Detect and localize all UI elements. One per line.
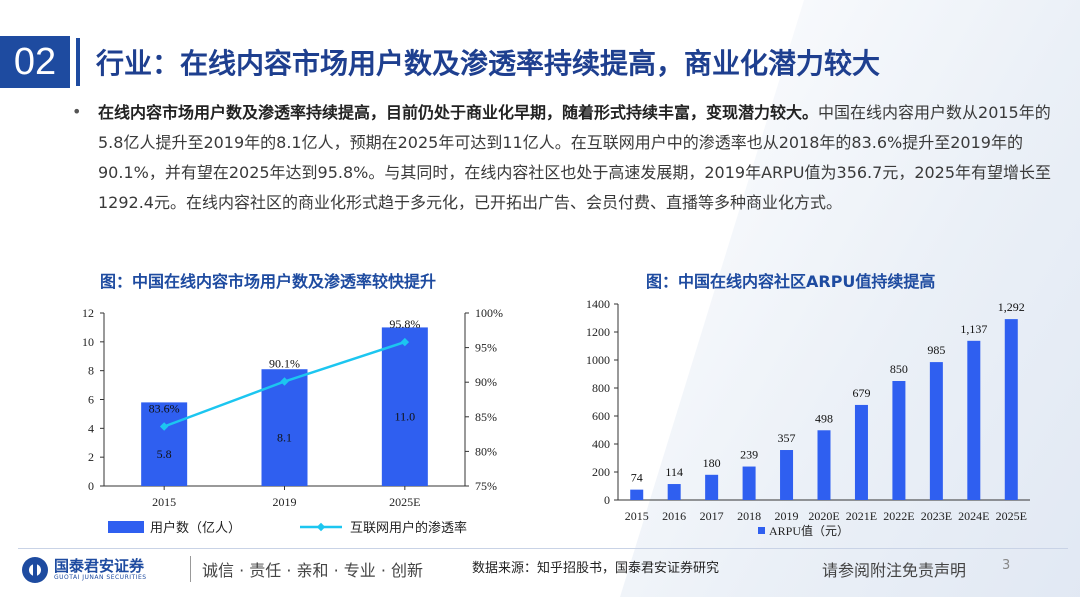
chart1-line-label: 83.6% — [149, 401, 180, 415]
chart2-y-tick-label: 400 — [592, 437, 610, 451]
summary-bullet: • 在线内容市场用户数及渗透率持续提高，目前仍处于商业化早期，随着形式持续丰富，… — [72, 98, 1052, 218]
chart1-legend-line-label: 互联网用户的渗透率 — [350, 520, 467, 535]
chart1-line-label: 90.1% — [269, 357, 300, 371]
chart2-bar — [705, 474, 719, 500]
page-title: 行业：在线内容市场用户数及渗透率持续提高，商业化潜力较大 — [96, 47, 881, 80]
logo-mark-icon — [22, 557, 48, 583]
chart2-y-tick-label: 0 — [604, 493, 610, 507]
chart1-line-label: 95.8% — [389, 317, 420, 331]
chart2-bar-label: 180 — [703, 456, 721, 470]
chart2-x-tick-label: 2024E — [958, 509, 989, 523]
bullet-dot-icon: • — [72, 102, 82, 121]
chart2-x-tick-label: 2022E — [883, 509, 914, 523]
chart1-legend-line-marker — [316, 522, 326, 532]
chart2-bar — [780, 450, 794, 500]
chart1-bar — [261, 369, 308, 486]
bullet-text: 在线内容市场用户数及渗透率持续提高，目前仍处于商业化早期，随着形式持续丰富，变现… — [98, 98, 1052, 218]
chart1-y2-tick-label: 100% — [475, 306, 503, 320]
chart2-bar-label: 985 — [927, 343, 945, 357]
chart2-legend-label: ARPU值（元） — [769, 523, 849, 538]
chart2-x-tick-label: 2025E — [996, 509, 1027, 523]
section-number: 02 — [0, 36, 70, 88]
chart2-bar-label: 74 — [631, 471, 643, 485]
chart1-y2-tick-label: 80% — [475, 444, 497, 458]
chart1-y-tick-label: 8 — [88, 364, 94, 378]
chart1-x-tick-label: 2015 — [152, 495, 176, 509]
chart2-bar — [892, 381, 906, 500]
disclaimer-note: 请参阅附注免责声明 — [822, 561, 967, 580]
chart1-y2-tick-label: 90% — [475, 375, 497, 389]
chart1-legend-bar-label: 用户数（亿人） — [150, 520, 241, 535]
company-slogan: 诚信 · 责任 · 亲和 · 专业 · 创新 — [202, 561, 424, 580]
chart2-bar — [667, 484, 681, 500]
chart1-line-marker — [400, 337, 410, 347]
chart1-y-tick-label: 0 — [88, 479, 94, 493]
chart2-y-tick-label: 600 — [592, 409, 610, 423]
chart1-bar-label: 8.1 — [277, 431, 292, 445]
chart2-y-tick-label: 1200 — [586, 325, 610, 339]
chart2-bar — [817, 430, 831, 500]
arpu-chart: 0 200 400 600 800 1000 1200 1400 74 2015 114 2016 18… — [586, 297, 1030, 538]
chart2-x-tick-label: 2015 — [625, 509, 649, 523]
chart2-bar-label: 1,292 — [998, 300, 1025, 314]
header-divider — [76, 38, 80, 86]
bullet-bold-lead: 在线内容市场用户数及渗透率持续提高，目前仍处于商业化早期，随着形式持续丰富，变现… — [98, 103, 819, 122]
chart2-bar — [630, 489, 644, 500]
chart2-legend-swatch — [758, 527, 765, 534]
chart2-y-tick-label: 800 — [592, 381, 610, 395]
chart1-y-tick-label: 12 — [82, 306, 94, 320]
chart2-bar-label: 498 — [815, 411, 833, 425]
chart2-bar-label: 114 — [665, 465, 683, 479]
chart2-y-tick-label: 200 — [592, 465, 610, 479]
chart1-y-tick-label: 4 — [88, 421, 94, 435]
chart2-bar-label: 239 — [740, 448, 758, 462]
chart1-bar-label: 11.0 — [395, 410, 416, 424]
chart2-bar-label: 357 — [778, 431, 796, 445]
chart2-y-tick-label: 1400 — [586, 297, 610, 311]
chart2-x-tick-label: 2019 — [775, 509, 799, 523]
chart2-x-tick-label: 2017 — [700, 509, 724, 523]
company-logo: 国泰君安证券 GUOTAI JUNAN SECURITIES — [18, 552, 188, 588]
chart2-bar-label: 679 — [852, 386, 870, 400]
chart1-y-tick-label: 10 — [82, 335, 94, 349]
chart2-title: 图：中国在线内容社区ARPU值持续提高 — [646, 272, 936, 291]
chart2-x-tick-label: 2020E — [808, 509, 839, 523]
chart2-x-tick-label: 2016 — [662, 509, 686, 523]
bullet-body: 中国在线内容用户数从2015年的5.8亿人提升至2019年的8.1亿人，预期在2… — [98, 103, 1052, 212]
chart1-y2-tick-label: 95% — [475, 341, 497, 355]
chart1-line-marker — [280, 377, 289, 386]
data-source: 数据来源：知乎招股书，国泰君安证券研究 — [472, 561, 720, 576]
slide-header: 02 行业：在线内容市场用户数及渗透率持续提高，商业化潜力较大 — [0, 36, 1080, 88]
chart2-bar — [742, 466, 756, 500]
chart1-y-tick-label: 2 — [88, 450, 94, 464]
chart1-bar — [381, 327, 428, 486]
chart1-x-tick-label: 2025E — [389, 495, 420, 509]
chart2-x-tick-label: 2021E — [846, 509, 877, 523]
chart1-x-tick-label: 2019 — [273, 495, 297, 509]
chart1-bar-label: 5.8 — [157, 447, 172, 461]
chart2-bar — [1004, 319, 1018, 500]
chart2-x-tick-label: 2018 — [737, 509, 761, 523]
chart2-bar-label: 1,137 — [960, 322, 987, 336]
chart1-bar — [141, 402, 188, 486]
chart1-y2-tick-label: 75% — [475, 479, 497, 493]
logo-subtext: GUOTAI JUNAN SECURITIES — [54, 574, 147, 581]
footer-divider — [18, 548, 1068, 549]
chart2-y-tick-label: 1000 — [586, 353, 610, 367]
user-count-chart: 0 2 4 6 8 10 12 75% 80% 85% 90% 95% 100% 5.8 2015 8.1 20… — [82, 306, 503, 535]
chart1-y-tick-label: 6 — [88, 393, 94, 407]
chart1-y2-tick-label: 85% — [475, 410, 497, 424]
chart1-title: 图：中国在线内容市场用户数及渗透率较快提升 — [100, 272, 437, 291]
chart2-bar — [967, 340, 981, 500]
chart1-legend-bar-swatch — [108, 521, 144, 533]
chart2-bar — [929, 362, 943, 500]
chart2-bar — [854, 404, 868, 500]
page-number: 3 — [1002, 558, 1011, 573]
logo-text: 国泰君安证券 — [54, 557, 145, 575]
chart2-x-tick-label: 2023E — [921, 509, 952, 523]
chart2-bar-label: 850 — [890, 362, 908, 376]
footer-logo-divider — [190, 556, 191, 582]
